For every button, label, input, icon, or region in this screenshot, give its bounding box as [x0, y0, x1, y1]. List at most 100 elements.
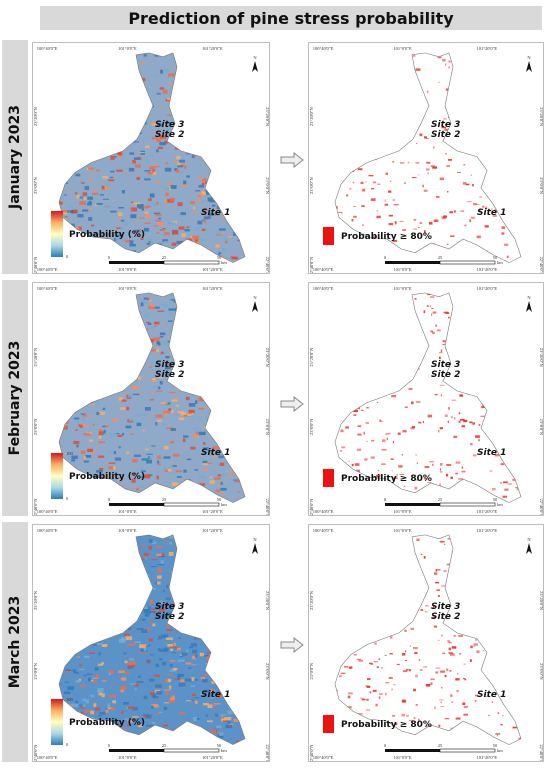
scale-bar	[385, 261, 440, 264]
longitude-label-top: 101°0'0"E	[118, 528, 137, 533]
scale-bar-unit: km	[221, 260, 227, 265]
longitude-label-bottom: 101°0'0"E	[118, 755, 137, 760]
longitude-label-bottom: 101°0'0"E	[118, 509, 137, 514]
scale-bar-segment	[163, 748, 220, 753]
scale-bar-tick-label: 50	[217, 497, 222, 502]
latitude-label-right: 23°20'0"N	[539, 591, 543, 611]
longitude-label-top: 100°40'0"E	[37, 46, 58, 51]
latitude-label-left: 23°0'0"N	[33, 662, 38, 679]
scale-bar-tick-label: 50	[217, 255, 222, 260]
colorbar-max-label: 100	[66, 697, 74, 702]
latitude-label-right: 23°0'0"N	[265, 663, 269, 680]
site-1-label: Site 1	[477, 690, 506, 700]
probability-colorbar	[51, 211, 63, 257]
threshold-map: 100°40'0"E 100°40'0"E 101°0'0"E 101°0'0"E 10…	[309, 528, 543, 761]
north-arrow-label: N	[253, 55, 257, 60]
threshold-map-panel-3: 100°40'0"E 100°40'0"E 101°0'0"E 101°0'0"E 10…	[308, 524, 544, 762]
scale-bar-tick-label: 0	[108, 743, 111, 748]
scale-bar-tick-label: 0	[108, 255, 111, 260]
longitude-label-top: 101°0'0"E	[393, 528, 412, 533]
site-2-label: Site 2	[155, 370, 184, 380]
site-3-label: Site 3	[431, 602, 460, 612]
latitude-label-left: 23°0'0"N	[309, 662, 314, 679]
scale-bar-unit: km	[497, 748, 503, 753]
scale-bar-tick-label: 50	[493, 255, 498, 260]
scale-bar	[385, 503, 440, 506]
scale-bar-segment	[163, 502, 220, 507]
scale-bar-tick-label: 50	[493, 497, 498, 502]
scale-bar-segment	[439, 748, 496, 753]
latitude-label-left: 23°0'0"N	[33, 177, 38, 194]
longitude-label-top: 100°40'0"E	[313, 286, 334, 291]
region-boundary	[58, 292, 246, 503]
site-2-label: Site 2	[155, 612, 184, 622]
site-1-label: Site 1	[201, 208, 230, 218]
scale-bar	[385, 749, 440, 752]
latitude-label-right: 23°20'0"N	[539, 107, 543, 127]
latitude-label-right: 22°40'0"N	[265, 744, 269, 761]
latitude-label-right: 22°40'0"N	[539, 257, 543, 273]
scale-bar-tick-label: 25	[438, 743, 443, 748]
north-arrow-icon	[526, 301, 532, 312]
north-arrow-icon	[526, 61, 532, 72]
scale-bar-tick-label: 0	[108, 497, 111, 502]
scale-bar-segment	[439, 260, 496, 265]
longitude-label-bottom: 100°40'0"E	[313, 755, 334, 760]
colorbar-max-label: 100	[66, 451, 74, 456]
site-2-label: Site 2	[155, 130, 184, 140]
scale-bar-tick-label: 50	[493, 743, 498, 748]
longitude-label-bottom: 101°20'0"E	[202, 509, 223, 514]
latitude-label-left: 23°20'0"N	[33, 347, 38, 367]
scale-bar-segment	[439, 502, 496, 507]
scale-bar-unit: km	[221, 502, 227, 507]
latitude-label-right: 23°20'0"N	[265, 591, 269, 611]
latitude-label-left: 23°20'0"N	[309, 106, 314, 126]
transition-arrow-icon	[280, 395, 304, 417]
latitude-label-left: 22°40'0"N	[33, 498, 38, 515]
scale-bar-segment	[163, 260, 220, 265]
longitude-label-top: 101°20'0"E	[202, 528, 223, 533]
probability-map-panel-2: 100°40'0"E 100°40'0"E 101°0'0"E 101°0'0"E 10…	[32, 282, 270, 516]
transition-arrow-icon	[280, 151, 304, 173]
longitude-label-top: 101°20'0"E	[476, 286, 497, 291]
region-boundary	[334, 292, 522, 503]
longitude-label-top: 101°20'0"E	[476, 46, 497, 51]
latitude-label-right: 22°40'0"N	[539, 744, 543, 761]
probability-map-panel-1: 100°40'0"E 100°40'0"E 101°0'0"E 101°0'0"E 10…	[32, 42, 270, 274]
longitude-label-top: 101°20'0"E	[202, 46, 223, 51]
probability-map: 100°40'0"E 100°40'0"E 101°0'0"E 101°0'0"E 10…	[33, 286, 269, 515]
scale-bar-tick-label: 0	[384, 255, 387, 260]
longitude-label-top: 100°40'0"E	[37, 286, 58, 291]
latitude-label-left: 22°40'0"N	[309, 744, 314, 761]
region-boundary	[58, 534, 246, 745]
latitude-label-left: 22°40'0"N	[33, 256, 38, 273]
latitude-label-right: 23°20'0"N	[265, 107, 269, 127]
latitude-label-right: 22°40'0"N	[539, 499, 543, 515]
threshold-map-panel-1: 100°40'0"E 100°40'0"E 101°0'0"E 101°0'0"E 10…	[308, 42, 544, 274]
site-1-label: Site 1	[201, 448, 230, 458]
threshold-legend-label: Probability ≥ 80%	[341, 474, 432, 484]
north-arrow-label: N	[527, 295, 531, 300]
north-arrow-label: N	[527, 537, 531, 542]
latitude-label-left: 22°40'0"N	[33, 744, 38, 761]
scale-bar-unit: km	[497, 260, 503, 265]
scale-bar-unit: km	[497, 502, 503, 507]
longitude-label-bottom: 101°20'0"E	[476, 509, 497, 514]
north-arrow-icon	[252, 543, 258, 554]
probability-colorbar	[51, 699, 63, 745]
latitude-label-right: 23°20'0"N	[539, 348, 543, 368]
longitude-label-bottom: 101°20'0"E	[476, 267, 497, 272]
scale-bar-tick-label: 25	[162, 255, 167, 260]
probability-legend-label: Probability (%)	[69, 718, 145, 728]
threshold-legend-label: Probability ≥ 80%	[341, 232, 432, 242]
latitude-label-left: 23°20'0"N	[33, 106, 38, 126]
region-boundary	[334, 534, 522, 745]
latitude-label-left: 23°0'0"N	[309, 418, 314, 435]
probability-colorbar	[51, 453, 63, 499]
site-1-label: Site 1	[477, 208, 506, 218]
colorbar-max-label: 100	[66, 209, 74, 214]
threshold-legend-label: Probability ≥ 80%	[341, 720, 432, 730]
north-arrow-label: N	[253, 537, 257, 542]
scale-bar	[109, 503, 164, 506]
threshold-map: 100°40'0"E 100°40'0"E 101°0'0"E 101°0'0"E 10…	[309, 46, 543, 273]
